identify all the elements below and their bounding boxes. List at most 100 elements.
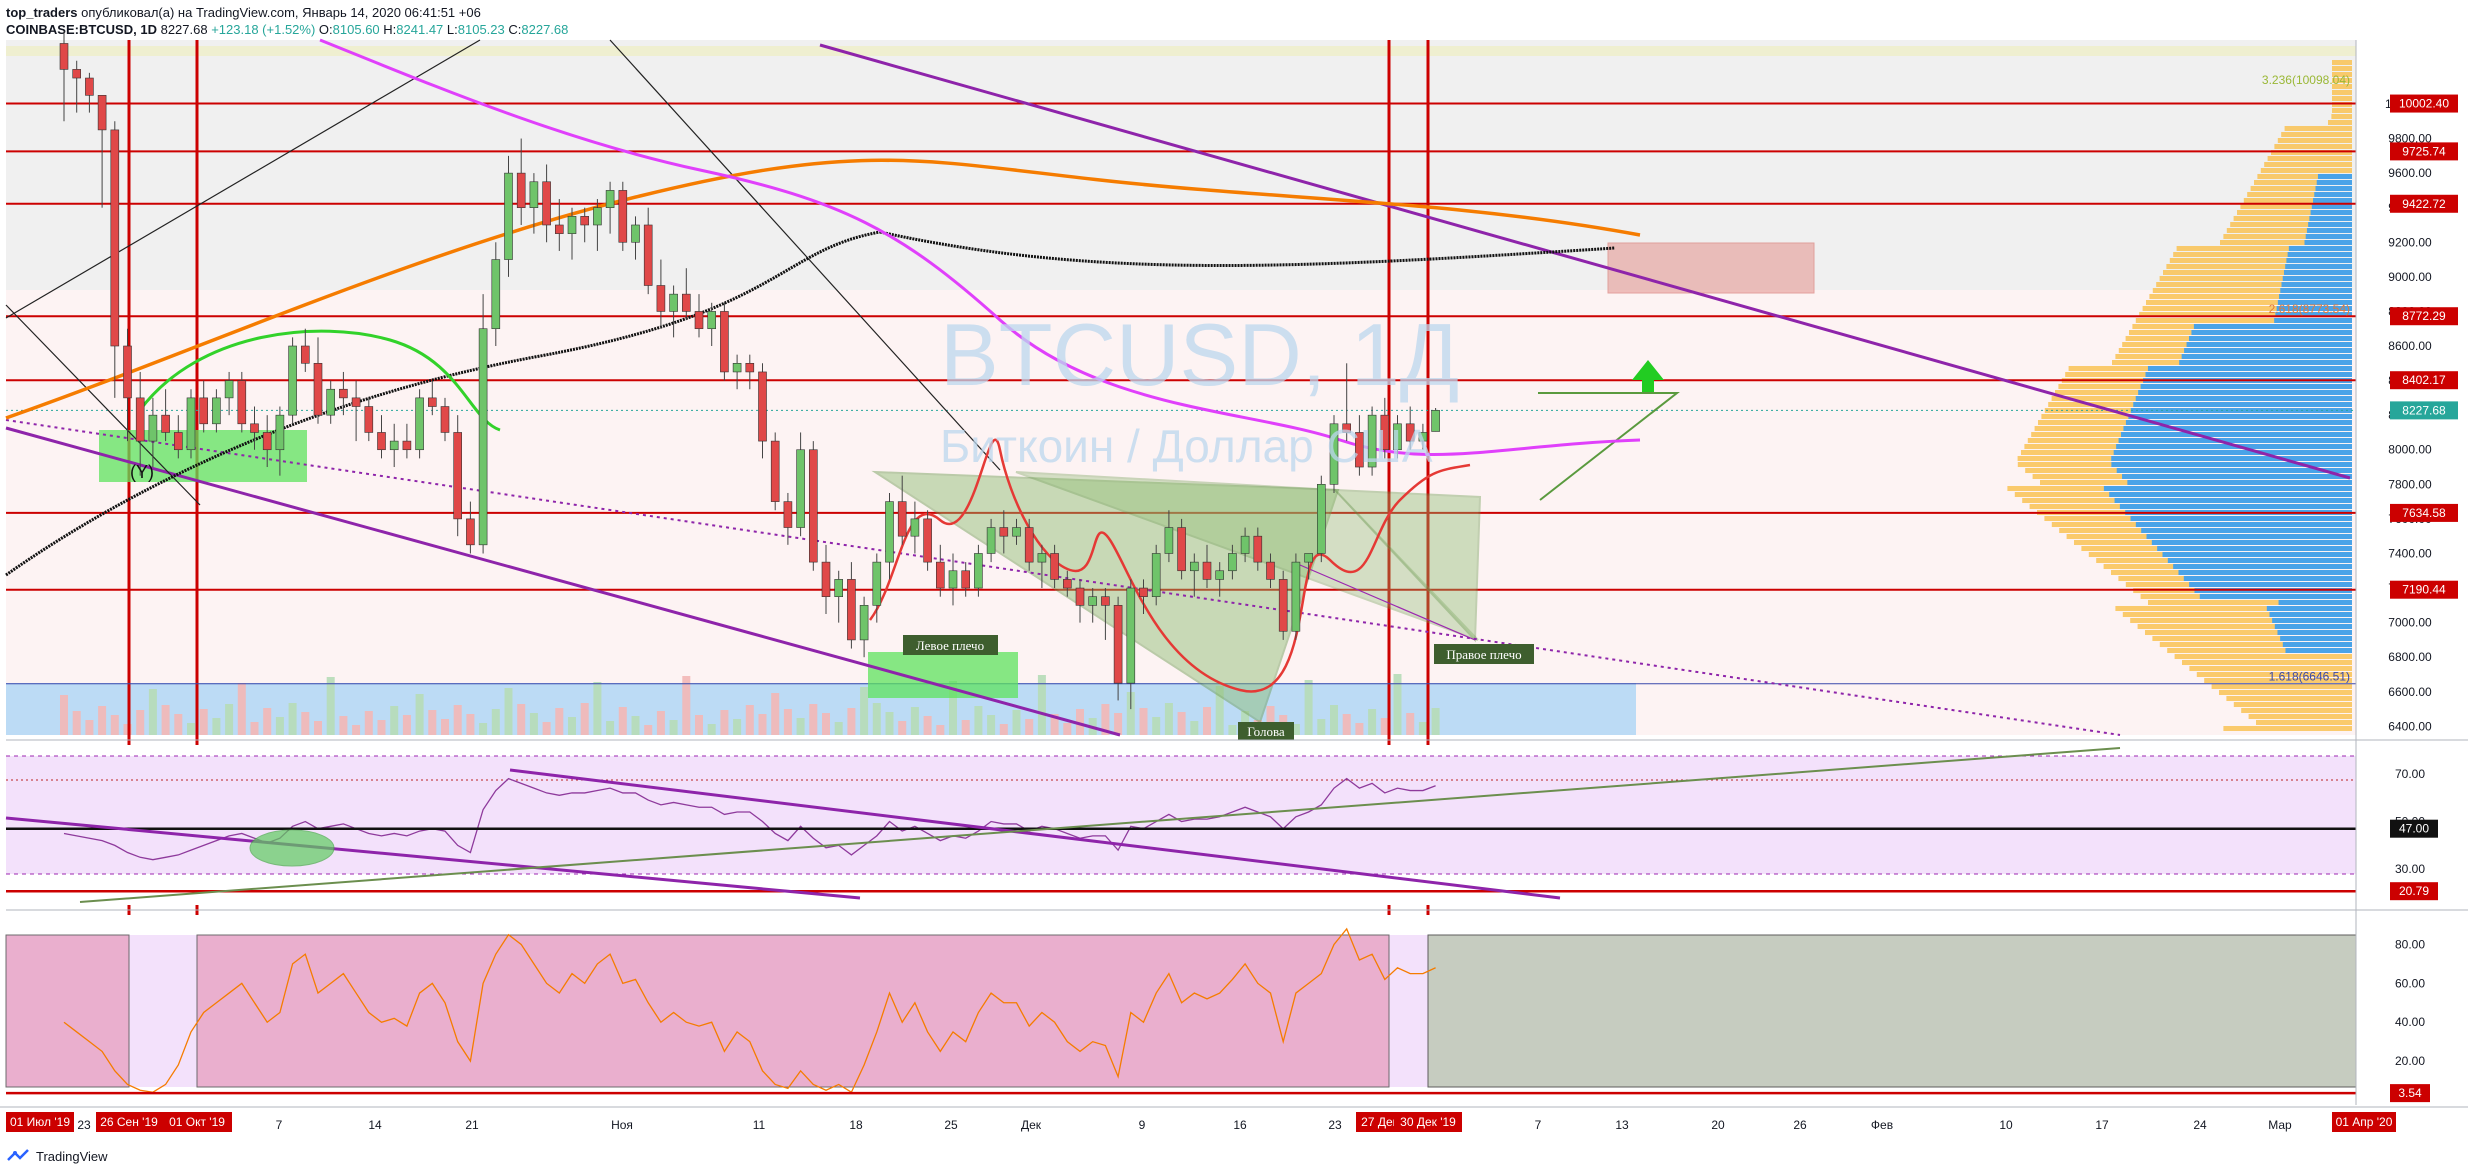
volume-layer — [6, 674, 1636, 735]
profile-value-area — [2288, 246, 2352, 251]
profile-value-area — [2316, 180, 2352, 185]
candle — [1253, 527, 1263, 571]
fib-label: 3.236(10098.04) — [2262, 73, 2350, 87]
profile-value-area — [2274, 318, 2352, 323]
profile-bar — [2237, 210, 2352, 215]
volume-bar — [377, 720, 386, 735]
x-tick-label: 7 — [276, 1118, 283, 1132]
volume-bar — [199, 709, 208, 735]
price-scale[interactable] — [2356, 40, 2468, 1105]
label-head: Голова — [1238, 722, 1294, 740]
red-hand-drawn-path — [868, 438, 1471, 693]
candle — [1113, 596, 1123, 701]
candle — [1291, 553, 1301, 640]
volume-bar — [98, 706, 107, 735]
volume-bar — [910, 707, 919, 735]
author-name[interactable]: top_traders — [6, 5, 78, 20]
date-flags: 01 Июл '19 26 Сен '19 01 Окт '19 27 Дек '19… — [6, 1112, 2396, 1132]
footer-brand[interactable]: TradingView — [36, 1148, 108, 1164]
candle — [339, 371, 348, 416]
profile-value-area — [2173, 564, 2352, 569]
footer: TradingView — [6, 1148, 108, 1164]
x-tick-label: 25 — [944, 1118, 958, 1132]
profile-value-area — [2309, 216, 2352, 221]
label-left-shoulder: Левое плечо — [903, 635, 998, 655]
stoch-y-tick: 20.00 — [2395, 1054, 2425, 1068]
candle — [580, 207, 590, 243]
candle — [300, 328, 310, 372]
stoch-gray-box — [1427, 934, 2357, 1088]
black-stepped-curve-a — [5, 230, 881, 577]
date-flag — [6, 1112, 74, 1132]
profile-bar — [2163, 270, 2352, 275]
publish-info: опубликовал(а) на TradingView.com, Январ… — [81, 5, 481, 20]
volume-bar — [568, 717, 576, 735]
volume-bar — [491, 709, 500, 735]
time-axis[interactable] — [0, 1105, 2468, 1137]
x-tick-label: 26 — [1793, 1118, 1807, 1132]
volume-bar — [1380, 718, 1389, 735]
y-tick-label: 6800.00 — [2388, 650, 2432, 664]
date-flag — [1394, 1112, 1462, 1132]
profile-bar — [2328, 120, 2352, 125]
candle — [643, 207, 653, 295]
profile-value-area — [2199, 594, 2352, 599]
candle — [110, 121, 120, 398]
candle — [1393, 415, 1402, 459]
open-value: 8105.60 — [332, 22, 380, 37]
stoch-y-tick: 40.00 — [2395, 1015, 2425, 1029]
candle — [1329, 415, 1339, 493]
profile-value-area — [2118, 438, 2352, 443]
volume-bar — [212, 718, 221, 735]
close-value: 8227.68 — [521, 22, 569, 37]
stoch-y-tick: 80.00 — [2395, 937, 2425, 951]
x-tick-label: 14 — [368, 1118, 382, 1132]
profile-bar — [2247, 192, 2352, 197]
profile-value-area — [2162, 552, 2352, 557]
y-tick-label: 7800.00 — [2388, 477, 2432, 491]
black-line-b — [5, 304, 201, 506]
volume-bar — [1012, 710, 1021, 735]
profile-value-area — [2317, 174, 2352, 179]
profile-value-area — [2179, 360, 2352, 365]
volume-bar — [339, 716, 348, 735]
volume-bar — [466, 714, 475, 735]
profile-bar — [2332, 108, 2352, 113]
profile-value-area — [2191, 330, 2352, 335]
volume-bar — [1355, 723, 1364, 735]
flag-triangle — [1538, 392, 1680, 501]
rsi-line — [63, 777, 1436, 861]
level-tag-label: 8772.29 — [2402, 309, 2446, 323]
profile-value-area — [2314, 192, 2352, 197]
candle — [1355, 415, 1364, 476]
candle — [1418, 423, 1428, 450]
profile-bar — [2174, 654, 2352, 659]
candle — [288, 337, 297, 424]
x-tick-label: 13 — [1615, 1118, 1629, 1132]
volume-bar — [1101, 704, 1110, 735]
candle — [656, 259, 666, 329]
volume-bar — [1228, 725, 1237, 735]
candle — [415, 389, 424, 459]
close-label: C: — [508, 22, 522, 37]
profile-value-area — [2308, 222, 2352, 227]
profile-bar — [2139, 312, 2352, 317]
profile-bar — [2250, 186, 2352, 191]
profile-value-area — [2133, 402, 2352, 407]
volume-bar — [1215, 686, 1224, 735]
volume-bar — [390, 706, 399, 735]
candle — [389, 423, 399, 468]
profile-bar — [2166, 264, 2352, 269]
candle — [834, 570, 844, 623]
candle — [1367, 406, 1377, 476]
candle — [631, 216, 640, 260]
candle — [326, 380, 336, 424]
candle — [1050, 544, 1059, 589]
profile-bar — [2332, 66, 2352, 71]
candle — [872, 553, 882, 623]
profile-value-area — [2135, 522, 2352, 527]
volume-bar — [326, 677, 335, 735]
ma-line — [319, 38, 1641, 456]
open-label: O: — [318, 22, 333, 37]
